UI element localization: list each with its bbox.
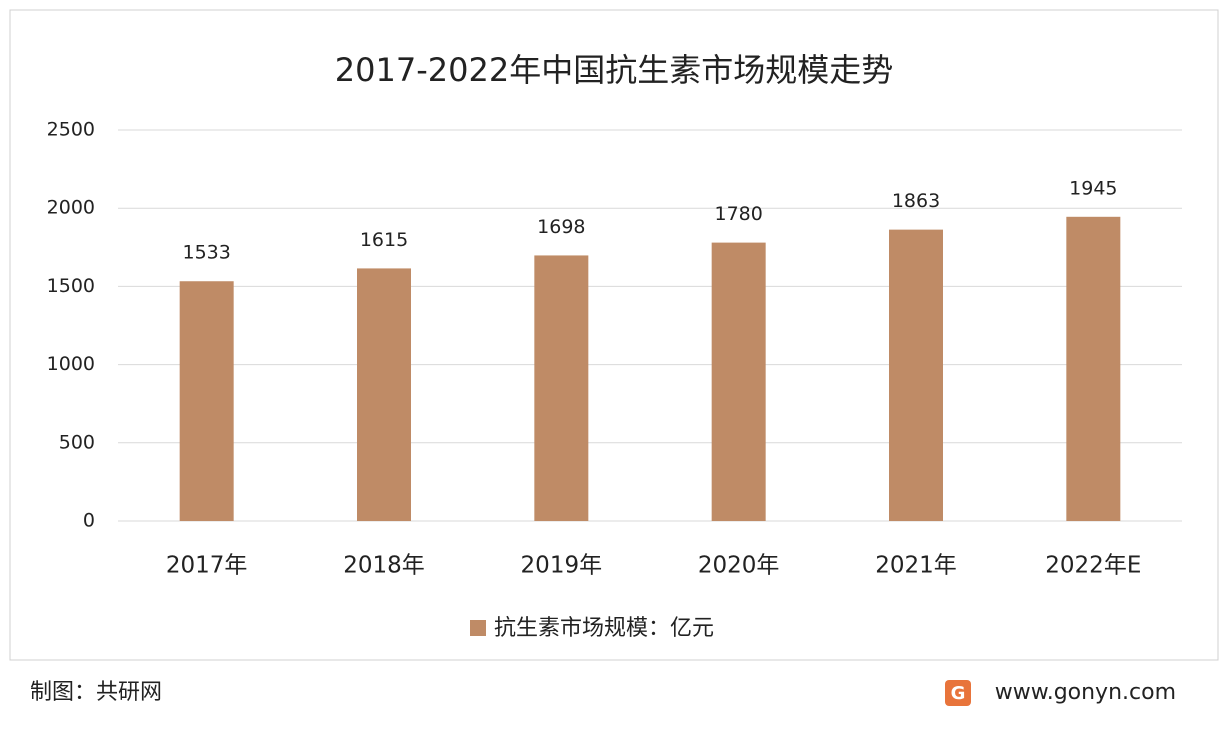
x-tick-label: 2019年 <box>521 553 603 579</box>
value-label: 1780 <box>714 203 762 225</box>
y-tick-label: 1000 <box>47 353 95 375</box>
legend-swatch <box>470 620 486 636</box>
site-logo <box>945 680 971 706</box>
x-tick-label: 2020年 <box>698 553 780 579</box>
value-label: 1863 <box>892 190 940 212</box>
x-tick-label: 2017年 <box>166 553 248 579</box>
bar <box>1066 216 1121 521</box>
y-tick-label: 2000 <box>47 197 95 219</box>
x-tick-label: 2022年E <box>1045 553 1141 579</box>
website: www.gonyn.com <box>995 680 1176 705</box>
y-tick-label: 1500 <box>47 275 95 297</box>
chart-title: 2017-2022年中国抗生素市场规模走势 <box>335 51 893 89</box>
y-tick-label: 500 <box>59 431 95 453</box>
x-tick-label: 2018年 <box>343 553 425 579</box>
site-logo-mark: G <box>951 683 966 704</box>
y-tick-label: 2500 <box>47 119 95 141</box>
y-tick-label: 0 <box>83 510 95 532</box>
value-label: 1698 <box>537 216 585 238</box>
bar <box>889 229 943 521</box>
bar <box>534 255 589 521</box>
value-label: 1533 <box>182 242 230 264</box>
value-label: 1615 <box>360 229 408 251</box>
source-note: 制图：共研网 <box>30 680 162 705</box>
legend-label: 抗生素市场规模：亿元 <box>494 616 714 641</box>
x-tick-label: 2021年 <box>875 553 957 579</box>
bar <box>711 242 766 521</box>
bar <box>357 268 411 521</box>
value-label: 1945 <box>1069 177 1117 199</box>
bar <box>179 281 234 521</box>
